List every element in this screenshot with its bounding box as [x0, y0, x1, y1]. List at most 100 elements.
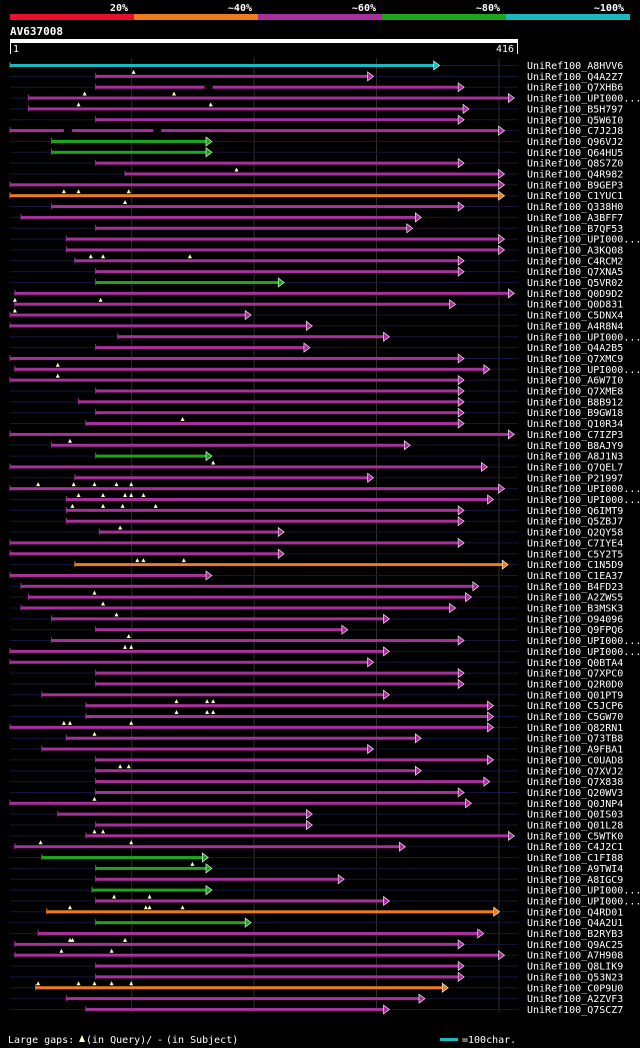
- hit-label[interactable]: UniRef100_B3MSK3: [527, 604, 623, 615]
- hit-row[interactable]: UniRef100_Q7QEL7: [9, 460, 623, 473]
- hit-label[interactable]: UniRef100_C0UAD8: [527, 755, 623, 766]
- hit-row[interactable]: UniRef100_Q7XME8: [10, 385, 623, 398]
- hit-row[interactable]: UniRef100_C5GW70: [10, 710, 623, 723]
- hit-row[interactable]: UniRef100_A8IGC9: [10, 874, 623, 886]
- hit-row[interactable]: UniRef100_A7H908: [10, 948, 623, 962]
- hit-row[interactable]: UniRef100_Q5VR02: [10, 277, 623, 289]
- hit-label[interactable]: UniRef100_UPI000...: [527, 94, 640, 105]
- hit-row[interactable]: UniRef100_C4RCM2: [10, 254, 623, 267]
- hit-row[interactable]: UniRef100_UPI000...: [9, 482, 640, 495]
- hit-label[interactable]: UniRef100_UPI000...: [527, 484, 640, 495]
- hit-row[interactable]: UniRef100_C0P9U0: [10, 981, 623, 994]
- hit-label[interactable]: UniRef100_B2RYB3: [527, 929, 623, 940]
- hit-row[interactable]: UniRef100_B7QF53: [10, 223, 623, 235]
- hit-row[interactable]: UniRef100_Q7XVJ2: [10, 764, 623, 777]
- hit-row[interactable]: UniRef100_Q7XNA5: [10, 266, 623, 278]
- hit-row[interactable]: UniRef100_UPI000...: [10, 331, 640, 343]
- hit-row[interactable]: UniRef100_B8AJY9: [10, 438, 623, 452]
- hit-label[interactable]: UniRef100_Q73TB8: [527, 734, 623, 745]
- hit-label[interactable]: UniRef100_Q9FPQ6: [527, 625, 623, 636]
- hit-row[interactable]: UniRef100_Q4R982: [10, 167, 623, 181]
- hit-label[interactable]: UniRef100_Q10R34: [527, 419, 623, 430]
- hit-row[interactable]: UniRef100_C5Y2T5: [9, 548, 623, 560]
- hit-label[interactable]: UniRef100_UPI000...: [527, 886, 640, 897]
- hit-label[interactable]: UniRef100_C5DNX4: [527, 311, 623, 322]
- hit-row[interactable]: UniRef100_A8J1N3: [10, 451, 623, 463]
- hit-row[interactable]: UniRef100_Q9FPQ6: [10, 624, 623, 636]
- hit-row[interactable]: UniRef100_B8B912: [10, 396, 623, 408]
- hit-label[interactable]: UniRef100_Q7XMC9: [527, 354, 623, 365]
- hit-label[interactable]: UniRef100_Q2QY58: [527, 528, 623, 539]
- hit-label[interactable]: UniRef100_Q2R0D0: [527, 679, 623, 690]
- hit-label[interactable]: UniRef100_A3BFF7: [527, 213, 623, 224]
- hit-label[interactable]: UniRef100_C7IZP3: [527, 430, 623, 441]
- hit-row[interactable]: UniRef100_Q7XMC9: [9, 353, 623, 365]
- hit-row[interactable]: UniRef100_A3KQ08: [10, 244, 623, 256]
- hit-label[interactable]: UniRef100_Q4A2Z7: [527, 72, 623, 83]
- hit-label[interactable]: UniRef100_Q5W6I0: [527, 115, 623, 126]
- hit-label[interactable]: UniRef100_Q7XME8: [527, 387, 623, 398]
- hit-row[interactable]: UniRef100_A9FBA1: [10, 743, 623, 756]
- hit-label[interactable]: UniRef100_Q8LIK9: [527, 962, 623, 973]
- hit-label[interactable]: UniRef100_B9GW18: [527, 408, 623, 419]
- hit-row[interactable]: UniRef100_UPI000...: [10, 885, 640, 897]
- hit-row[interactable]: UniRef100_C0UAD8: [10, 754, 623, 766]
- hit-label[interactable]: UniRef100_Q6IMT9: [527, 506, 623, 517]
- hit-row[interactable]: UniRef100_Q0IS03: [10, 809, 623, 821]
- hit-row[interactable]: UniRef100_C4J2C1: [10, 840, 623, 853]
- hit-label[interactable]: UniRef100_UPI000...: [527, 332, 640, 343]
- hit-row[interactable]: UniRef100_C5DNX4: [9, 308, 623, 322]
- hit-label[interactable]: UniRef100_Q53N23: [527, 972, 623, 983]
- hit-label[interactable]: UniRef100_C4J2C1: [527, 842, 623, 853]
- hit-label[interactable]: UniRef100_Q0IS03: [527, 810, 623, 821]
- hit-row[interactable]: UniRef100_C1FI88: [10, 852, 623, 864]
- hit-row[interactable]: UniRef100_C7IZP3: [9, 429, 623, 441]
- hit-row[interactable]: UniRef100_Q4A2Z7: [10, 69, 623, 83]
- hit-row[interactable]: UniRef100_A6W7I0: [9, 373, 623, 387]
- hit-row[interactable]: UniRef100_Q7SCZ7: [10, 1004, 623, 1016]
- hit-label[interactable]: UniRef100_C7J2J8: [527, 126, 623, 137]
- hit-label[interactable]: UniRef100_B8AJY9: [527, 441, 623, 452]
- hit-label[interactable]: UniRef100_C4RCM2: [527, 256, 623, 267]
- hit-label[interactable]: UniRef100_Q7QEL7: [527, 462, 623, 473]
- hit-label[interactable]: UniRef100_A4R8N4: [527, 321, 623, 332]
- hit-row[interactable]: UniRef100_Q4RD01: [10, 905, 623, 918]
- hit-row[interactable]: UniRef100_UPI000...: [10, 894, 640, 907]
- hit-row[interactable]: UniRef100_Q8S7Z0: [10, 158, 623, 170]
- hit-row[interactable]: UniRef100_UPI000...: [10, 234, 640, 246]
- hit-label[interactable]: UniRef100_C5GW70: [527, 712, 623, 723]
- hit-row[interactable]: UniRef100_A9TWI4: [10, 861, 623, 875]
- hit-label[interactable]: UniRef100_A9TWI4: [527, 864, 623, 875]
- hit-label[interactable]: UniRef100_Q20WV3: [527, 788, 623, 799]
- hit-row[interactable]: UniRef100_A4R8N4: [9, 320, 623, 332]
- hit-label[interactable]: UniRef100_C1YUC1: [527, 191, 623, 202]
- hit-label[interactable]: UniRef100_Q4RD01: [527, 907, 623, 918]
- hit-label[interactable]: UniRef100_Q7XVJ2: [527, 766, 623, 777]
- hit-row[interactable]: UniRef100_Q0D831: [10, 297, 623, 311]
- hit-label[interactable]: UniRef100_B4FD23: [527, 582, 623, 593]
- hit-row[interactable]: UniRef100_Q7XPC0: [10, 668, 623, 680]
- hit-label[interactable]: UniRef100_A3KQ08: [527, 245, 623, 256]
- hit-row[interactable]: UniRef100_A3BFF7: [10, 212, 623, 224]
- hit-label[interactable]: UniRef100_C1FI88: [527, 853, 623, 864]
- hit-label[interactable]: UniRef100_UPI000...: [527, 647, 640, 658]
- hit-label[interactable]: UniRef100_C5WTK0: [527, 831, 623, 842]
- hit-row[interactable]: UniRef100_B3MSK3: [10, 601, 623, 615]
- hit-row[interactable]: UniRef100_C5JCP6: [10, 699, 623, 712]
- hit-label[interactable]: UniRef100_B5H797: [527, 104, 623, 115]
- hit-label[interactable]: UniRef100_C5JCP6: [527, 701, 623, 712]
- hit-row[interactable]: UniRef100_Q4A2U1: [10, 917, 623, 929]
- hit-label[interactable]: UniRef100_C1EA37: [527, 571, 623, 582]
- hit-label[interactable]: UniRef100_B8B912: [527, 397, 623, 408]
- hit-label[interactable]: UniRef100_A2ZWS5: [527, 593, 623, 604]
- hit-label[interactable]: UniRef100_Q338H0: [527, 202, 623, 213]
- hit-label[interactable]: UniRef100_Q5VR02: [527, 278, 623, 289]
- hit-label[interactable]: UniRef100_Q7XHB6: [527, 83, 623, 94]
- hit-row[interactable]: UniRef100_Q0BTA4: [9, 657, 623, 669]
- hit-label[interactable]: UniRef100_Q96VJ2: [527, 137, 623, 148]
- hit-label[interactable]: UniRef100_Q4R982: [527, 170, 623, 181]
- hit-row[interactable]: UniRef100_UPI000...: [10, 362, 640, 376]
- hit-label[interactable]: UniRef100_UPI000...: [527, 896, 640, 907]
- hit-label[interactable]: UniRef100_C1N5D9: [527, 560, 623, 571]
- hit-row[interactable]: UniRef100_Q4A2B5: [10, 342, 623, 354]
